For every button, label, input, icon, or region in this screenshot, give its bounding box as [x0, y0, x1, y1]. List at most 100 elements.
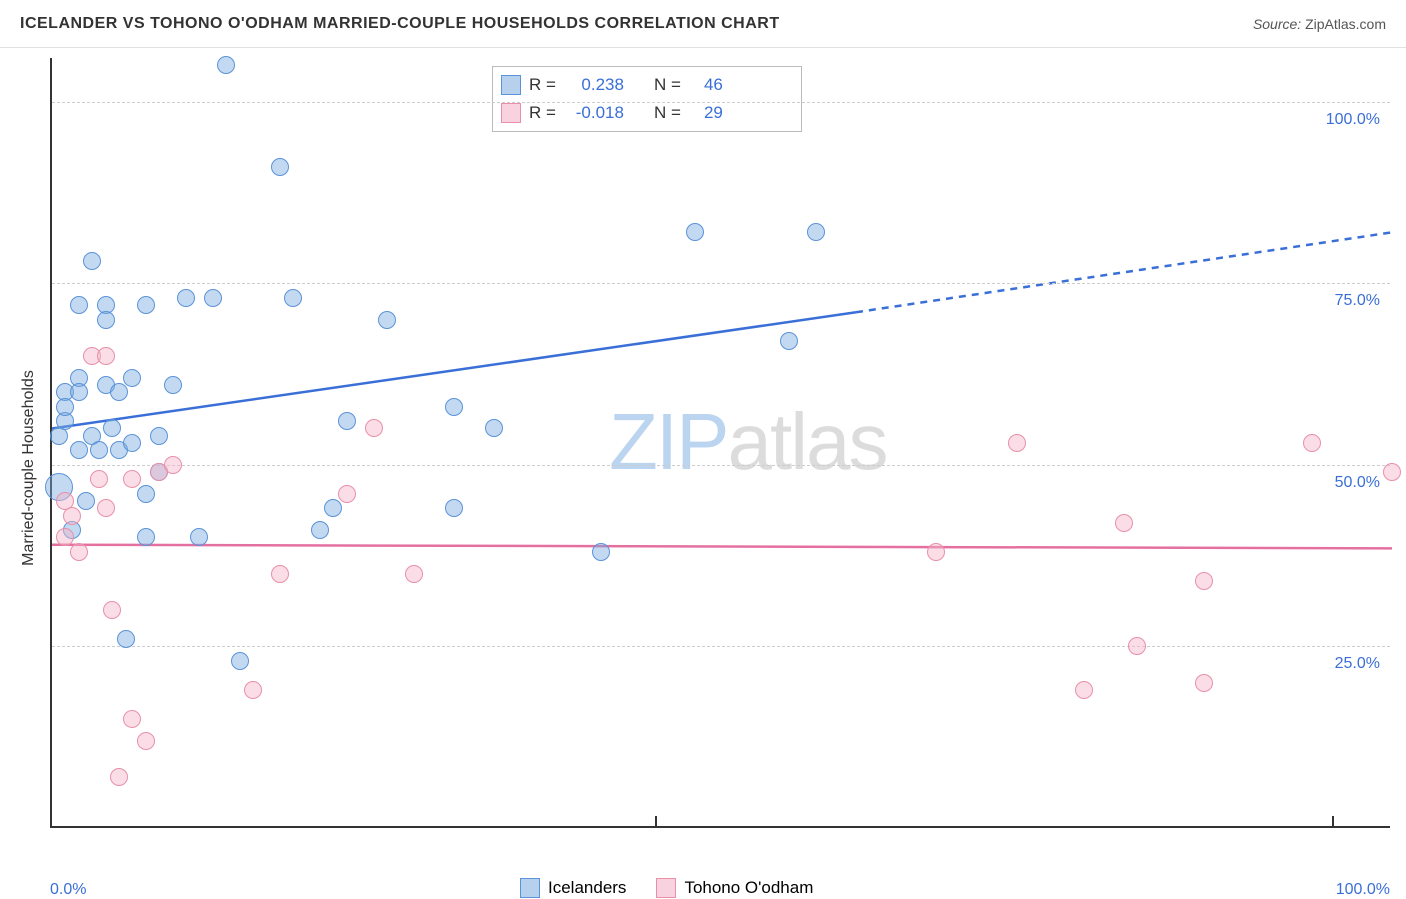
- data-point: [1115, 514, 1133, 532]
- data-point: [378, 311, 396, 329]
- data-point: [137, 485, 155, 503]
- legend-label: Icelanders: [548, 878, 626, 898]
- data-point: [1303, 434, 1321, 452]
- data-point: [70, 543, 88, 561]
- watermark-rest: atlas: [727, 397, 886, 486]
- n-value-0: 46: [689, 75, 723, 95]
- data-point: [271, 158, 289, 176]
- data-point: [311, 521, 329, 539]
- data-point: [271, 565, 289, 583]
- data-point: [123, 470, 141, 488]
- data-point: [405, 565, 423, 583]
- watermark-bold: ZIP: [609, 397, 727, 486]
- data-point: [244, 681, 262, 699]
- data-point: [110, 383, 128, 401]
- stats-row-series-0: R = 0.238 N = 46: [501, 71, 793, 99]
- scatter-plot: ZIPatlas R = 0.238 N = 46 R = -0.018 N =…: [50, 58, 1390, 828]
- data-point: [97, 499, 115, 517]
- data-point: [1075, 681, 1093, 699]
- data-point: [97, 311, 115, 329]
- swatch-icon: [520, 878, 540, 898]
- swatch-icon: [656, 878, 676, 898]
- data-point: [365, 419, 383, 437]
- data-point: [204, 289, 222, 307]
- source-link[interactable]: ZipAtlas.com: [1305, 16, 1386, 32]
- watermark: ZIPatlas: [609, 396, 886, 488]
- data-point: [284, 289, 302, 307]
- gridline: [52, 102, 1390, 103]
- r-value-1: -0.018: [564, 103, 624, 123]
- gridline: [52, 465, 1390, 466]
- data-point: [63, 507, 81, 525]
- data-point: [90, 470, 108, 488]
- data-point: [231, 652, 249, 670]
- data-point: [338, 485, 356, 503]
- data-point: [164, 376, 182, 394]
- legend-item-1: Tohono O'odham: [656, 878, 813, 898]
- data-point: [123, 710, 141, 728]
- x-tick: [1332, 816, 1334, 826]
- data-point: [117, 630, 135, 648]
- data-point: [190, 528, 208, 546]
- n-label: N =: [654, 75, 681, 95]
- data-point: [1008, 434, 1026, 452]
- data-point: [150, 427, 168, 445]
- data-point: [1383, 463, 1401, 481]
- n-label: N =: [654, 103, 681, 123]
- data-point: [780, 332, 798, 350]
- data-point: [1195, 572, 1213, 590]
- x-tick-label: 0.0%: [50, 881, 86, 899]
- legend-item-0: Icelanders: [520, 878, 626, 898]
- bottom-legend: Icelanders Tohono O'odham: [520, 878, 813, 898]
- data-point: [103, 601, 121, 619]
- data-point: [70, 441, 88, 459]
- r-value-0: 0.238: [564, 75, 624, 95]
- data-point: [90, 441, 108, 459]
- data-point: [177, 289, 195, 307]
- chart-area: Married-couple Households ZIPatlas R = 0…: [0, 48, 1406, 892]
- data-point: [1128, 637, 1146, 655]
- trend-lines: [52, 58, 1392, 828]
- data-point: [686, 223, 704, 241]
- x-tick-label: 100.0%: [1336, 881, 1390, 899]
- n-value-1: 29: [689, 103, 723, 123]
- data-point: [83, 252, 101, 270]
- data-point: [807, 223, 825, 241]
- x-tick: [655, 816, 657, 826]
- y-tick-label: 100.0%: [1326, 111, 1380, 129]
- y-tick-label: 75.0%: [1335, 292, 1380, 310]
- legend-label: Tohono O'odham: [684, 878, 813, 898]
- swatch-icon: [501, 75, 521, 95]
- data-point: [164, 456, 182, 474]
- data-point: [56, 528, 74, 546]
- chart-header: ICELANDER VS TOHONO O'ODHAM MARRIED-COUP…: [0, 0, 1406, 48]
- data-point: [485, 419, 503, 437]
- source-prefix: Source:: [1253, 16, 1305, 32]
- data-point: [217, 56, 235, 74]
- data-point: [137, 296, 155, 314]
- data-point: [927, 543, 945, 561]
- y-axis-label: Married-couple Households: [20, 370, 38, 566]
- data-point: [324, 499, 342, 517]
- data-point: [103, 419, 121, 437]
- y-tick-label: 50.0%: [1335, 474, 1380, 492]
- data-point: [1195, 674, 1213, 692]
- data-point: [123, 369, 141, 387]
- gridline: [52, 283, 1390, 284]
- swatch-icon: [501, 103, 521, 123]
- data-point: [77, 492, 95, 510]
- data-point: [445, 398, 463, 416]
- data-point: [445, 499, 463, 517]
- data-point: [137, 732, 155, 750]
- source-attribution: Source: ZipAtlas.com: [1253, 16, 1386, 32]
- r-label: R =: [529, 75, 556, 95]
- r-label: R =: [529, 103, 556, 123]
- data-point: [70, 383, 88, 401]
- data-point: [97, 347, 115, 365]
- data-point: [338, 412, 356, 430]
- chart-title: ICELANDER VS TOHONO O'ODHAM MARRIED-COUP…: [20, 15, 780, 33]
- data-point: [70, 296, 88, 314]
- data-point: [592, 543, 610, 561]
- data-point: [123, 434, 141, 452]
- gridline: [52, 646, 1390, 647]
